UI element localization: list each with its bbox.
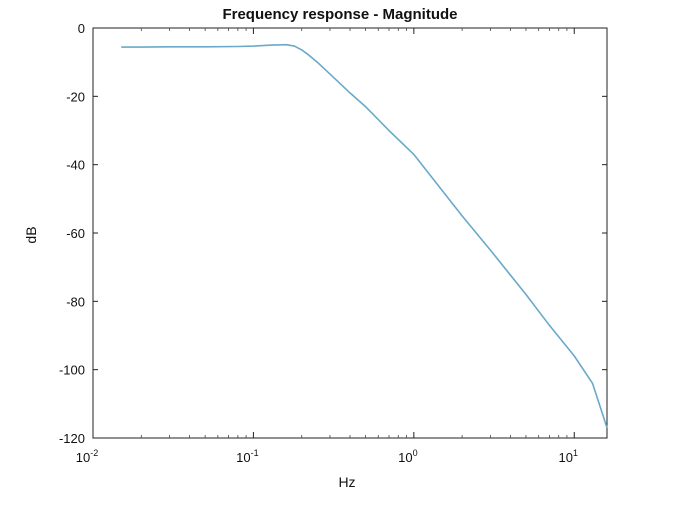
y-tick-label: -100 bbox=[59, 363, 85, 378]
x-tick-label: 101 bbox=[559, 448, 578, 465]
y-tick-label: -60 bbox=[66, 226, 85, 241]
series-layer bbox=[121, 43, 608, 429]
x-axis-label: Hz bbox=[338, 474, 355, 490]
y-axis-label: dB bbox=[23, 226, 39, 243]
x-tick-label: 10-2 bbox=[76, 448, 98, 465]
x-tick-label: 10-1 bbox=[236, 448, 258, 465]
series-line bbox=[121, 43, 608, 429]
y-tick-label: -20 bbox=[66, 89, 85, 104]
y-tick-label: 0 bbox=[78, 21, 85, 36]
ticks: 0 -20 -40 -60 -80 -100 -120 10-2 10-1 100 101 bbox=[59, 21, 607, 465]
axes bbox=[92, 27, 608, 439]
y-tick-label: -40 bbox=[66, 158, 85, 173]
x-tick-label: 100 bbox=[398, 448, 417, 465]
plot-frame bbox=[92, 27, 608, 439]
y-tick-label: -120 bbox=[59, 431, 85, 446]
chart-title: Frequency response - Magnitude bbox=[222, 6, 457, 23]
y-tick-label: -80 bbox=[66, 294, 85, 309]
